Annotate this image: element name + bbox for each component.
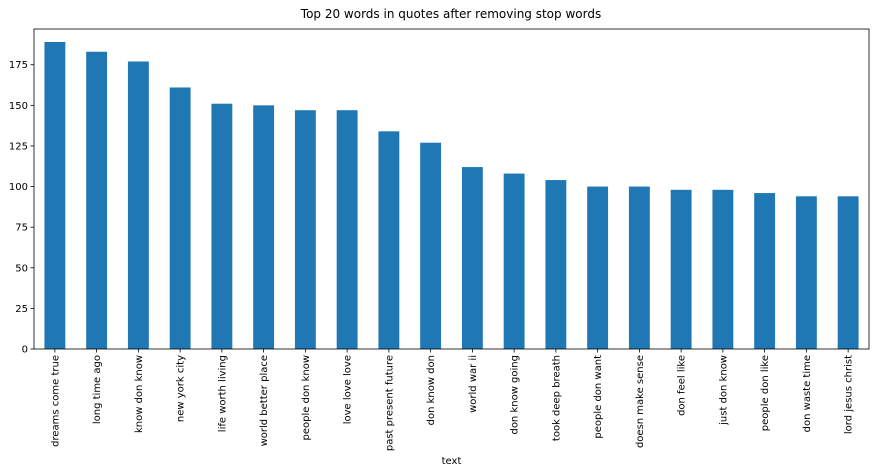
- y-axis: 0 25 50 75 100 125 150 175: [9, 60, 34, 356]
- bar: [127, 61, 149, 350]
- x-tick-label: life worth living: [217, 355, 228, 432]
- x-axis-title: text: [442, 456, 462, 467]
- x-tick-label: don know don: [426, 355, 437, 425]
- x-axis: dreams come true long time ago know don kn…: [50, 349, 855, 451]
- bar: [420, 142, 442, 349]
- bar: [670, 189, 692, 349]
- bar: [378, 131, 400, 349]
- x-tick-label: long time ago: [92, 355, 103, 424]
- x-tick-label: past present future: [384, 355, 395, 451]
- bar: [294, 110, 316, 349]
- bars-group: [44, 41, 859, 350]
- bar: [545, 180, 567, 349]
- x-tick-label: don feel like: [677, 355, 688, 416]
- bar: [795, 196, 817, 349]
- bar: [211, 103, 233, 349]
- bar: [44, 41, 66, 349]
- y-tick-label: 175: [9, 60, 28, 71]
- x-tick-label: people don know: [301, 355, 312, 440]
- x-tick-label: doesn make sense: [635, 355, 646, 448]
- x-tick-label: know don know: [134, 355, 145, 433]
- bar: [336, 110, 358, 349]
- y-tick-label: 75: [15, 223, 28, 234]
- x-tick-label: love love love: [343, 355, 354, 424]
- bar: [587, 186, 609, 349]
- x-tick-label: lord jesus christ: [844, 355, 855, 434]
- bar: [503, 173, 525, 349]
- y-tick-label: 0: [22, 345, 28, 356]
- chart-title: Top 20 words in quotes after removing st…: [300, 7, 601, 21]
- plot-frame: [33, 28, 870, 350]
- y-tick-label: 50: [15, 263, 28, 274]
- x-tick-label: don waste time: [802, 355, 813, 432]
- x-tick-label: new york city: [176, 355, 187, 422]
- x-tick-label: people don like: [760, 355, 771, 431]
- bar: [86, 51, 108, 349]
- bar: [754, 193, 776, 349]
- y-tick-label: 25: [15, 304, 28, 315]
- y-tick-label: 150: [9, 101, 28, 112]
- x-tick-label: just don know: [718, 355, 729, 426]
- bar: [461, 167, 483, 349]
- bar: [628, 186, 650, 349]
- x-tick-label: world war ii: [468, 355, 479, 413]
- bar: [712, 189, 734, 349]
- x-tick-label: don know going: [510, 355, 521, 435]
- x-tick-label: dreams come true: [50, 355, 61, 447]
- bar: [837, 196, 859, 349]
- y-tick-label: 100: [9, 182, 28, 193]
- y-tick-label: 125: [9, 141, 28, 152]
- bar: [169, 87, 191, 349]
- x-tick-label: people don want: [593, 355, 604, 439]
- bar: [253, 105, 275, 349]
- x-tick-label: took deep breath: [551, 355, 562, 441]
- x-tick-label: world better place: [259, 355, 270, 446]
